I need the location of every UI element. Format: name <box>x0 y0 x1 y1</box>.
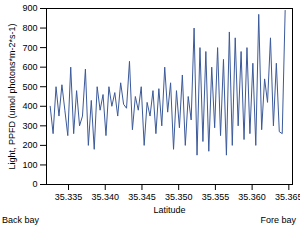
svg-text:Light, PPFD (umol photons*m-2*: Light, PPFD (umol photons*m-2*s-1) <box>7 23 17 169</box>
svg-text:35.360: 35.360 <box>238 192 266 202</box>
svg-text:Latitude: Latitude <box>153 205 185 215</box>
svg-text:300: 300 <box>22 121 37 131</box>
html-text:Back bay: Back bay <box>2 215 39 225</box>
svg-text:400: 400 <box>22 101 37 111</box>
svg-text:800: 800 <box>22 23 37 33</box>
svg-text:35.345: 35.345 <box>128 192 156 202</box>
svg-text:0: 0 <box>32 179 37 189</box>
svg-text:35.340: 35.340 <box>91 192 119 202</box>
html-text:Fore bay: Fore bay <box>260 215 296 225</box>
svg-text:500: 500 <box>22 82 37 92</box>
svg-text:900: 900 <box>22 3 37 13</box>
svg-text:35.365: 35.365 <box>275 192 300 202</box>
svg-text:100: 100 <box>22 160 37 170</box>
svg-text:700: 700 <box>22 42 37 52</box>
svg-text:35.350: 35.350 <box>165 192 193 202</box>
svg-text:200: 200 <box>22 140 37 150</box>
svg-text:600: 600 <box>22 62 37 72</box>
svg-text:35.335: 35.335 <box>55 192 83 202</box>
svg-text:35.355: 35.355 <box>202 192 230 202</box>
